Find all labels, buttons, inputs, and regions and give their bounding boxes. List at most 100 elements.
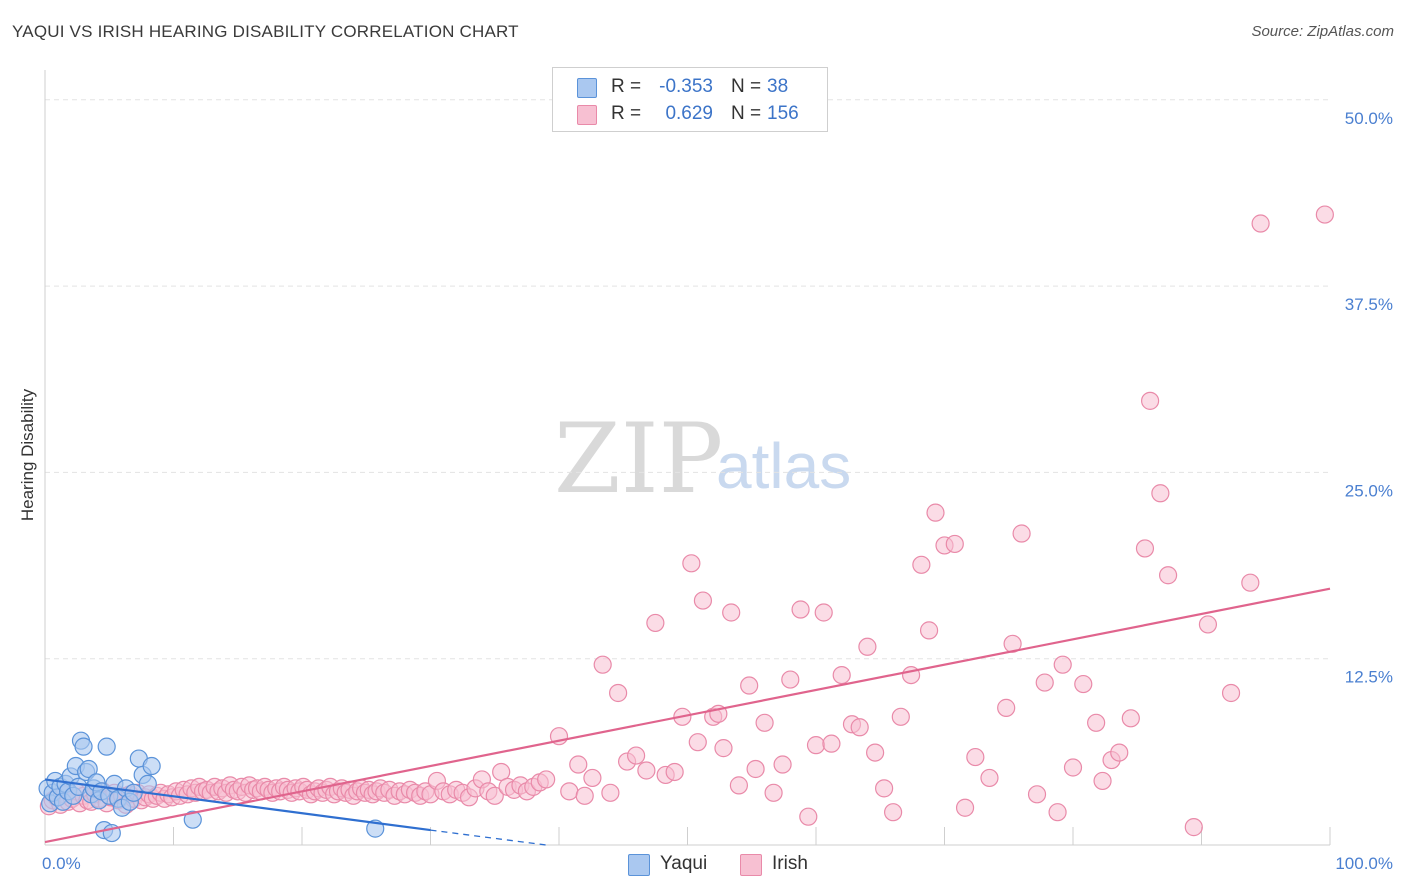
irish-point xyxy=(919,621,939,640)
irish-point xyxy=(729,776,749,795)
n-label: N = xyxy=(731,76,762,97)
irish-point xyxy=(537,770,556,789)
irish-point xyxy=(485,786,504,805)
yaqui-point xyxy=(138,774,157,793)
irish-point xyxy=(637,761,656,780)
chart-source: Source: ZipAtlas.com xyxy=(1251,23,1394,40)
irish-point xyxy=(955,798,975,817)
irish-point xyxy=(1063,758,1083,777)
yaqui-trend-line xyxy=(44,778,431,832)
x-tick-label: 0.0% xyxy=(42,854,81,873)
irish-point xyxy=(1053,655,1072,674)
chart-title: YAQUI VS IRISH HEARING DISABILITY CORREL… xyxy=(12,22,519,41)
irish-point xyxy=(1074,674,1093,694)
irish-point xyxy=(822,734,841,753)
irish-point xyxy=(866,743,885,762)
irish-point xyxy=(1151,484,1170,503)
y-tick-label: 50.0% xyxy=(1345,109,1393,128)
irish-point xyxy=(1184,818,1203,837)
irish-point xyxy=(1140,391,1160,410)
grid-lines xyxy=(45,99,1330,660)
r-label: R = xyxy=(611,76,642,97)
irish-point xyxy=(912,555,931,574)
irish-point xyxy=(926,503,945,522)
irish-point xyxy=(1093,771,1112,791)
n-label: N = xyxy=(731,103,762,124)
r-label: R = xyxy=(611,103,642,124)
irish-point xyxy=(1241,573,1260,592)
irish-point xyxy=(626,746,646,765)
yaqui-legend-swatch xyxy=(628,854,650,876)
yaqui-point xyxy=(74,737,93,756)
irish-point xyxy=(1035,673,1054,692)
irish-point xyxy=(1135,539,1155,558)
irish-point xyxy=(601,783,620,802)
legend-label-yaqui: Yaqui xyxy=(660,853,708,874)
r-value: -0.353 xyxy=(659,76,713,97)
irish-point xyxy=(966,747,985,767)
irish-point xyxy=(714,739,733,758)
stats-box: R = -0.353 N = 38 R = 0.629 N = 156 xyxy=(552,67,828,132)
irish-point xyxy=(850,718,869,737)
irish-point xyxy=(1027,785,1047,804)
irish-point xyxy=(583,768,602,788)
irish-point xyxy=(688,733,707,752)
irish-point xyxy=(1121,709,1140,728)
irish-point xyxy=(1087,713,1106,732)
n-value: 38 xyxy=(767,76,789,97)
irish-point xyxy=(665,762,684,782)
irish-point xyxy=(609,683,628,703)
irish-legend-swatch xyxy=(740,854,762,876)
irish-point xyxy=(569,755,588,774)
yaqui-point xyxy=(97,737,116,756)
irish-point xyxy=(1048,803,1067,822)
y-axis-label: Hearing Disability xyxy=(18,388,37,521)
stats-row-yaqui: R = -0.353 N = 38 xyxy=(553,75,827,101)
irish-point xyxy=(593,655,612,674)
irish-point xyxy=(883,803,903,822)
yaqui-swatch xyxy=(577,78,597,98)
irish-point xyxy=(575,786,594,805)
irish-point xyxy=(945,534,964,554)
irish-point xyxy=(1315,205,1334,224)
irish-point xyxy=(693,591,713,610)
irish-point xyxy=(1158,566,1178,585)
tick-labels: 12.5% 25.0% 37.5% 50.0% 0.0% 100.0% xyxy=(42,109,1393,873)
irish-point xyxy=(1251,214,1270,233)
yaqui-point xyxy=(183,810,202,829)
irish-point xyxy=(791,600,810,619)
yaqui-point xyxy=(79,759,98,779)
yaqui-trend-extension xyxy=(430,829,547,846)
irish-point xyxy=(722,603,741,622)
irish-swatch xyxy=(577,105,597,125)
stats-row-irish: R = 0.629 N = 156 xyxy=(553,102,827,128)
y-tick-label: 37.5% xyxy=(1345,295,1393,314)
irish-points xyxy=(39,205,1334,837)
irish-point xyxy=(1221,683,1241,703)
irish-point xyxy=(755,713,774,732)
irish-point xyxy=(646,613,665,633)
irish-point xyxy=(891,707,910,726)
y-tick-label: 12.5% xyxy=(1345,668,1393,687)
x-tick-label: 100.0% xyxy=(1335,854,1393,873)
irish-point xyxy=(799,807,818,826)
irish-point xyxy=(832,665,851,685)
y-tick-label: 25.0% xyxy=(1345,481,1393,500)
irish-point xyxy=(858,637,877,656)
irish-point xyxy=(1198,615,1218,634)
irish-point xyxy=(875,779,894,798)
irish-point xyxy=(560,782,579,801)
irish-point xyxy=(814,603,833,622)
trend-lines xyxy=(44,587,1331,846)
watermark-zip: ZIP xyxy=(554,403,723,515)
irish-point xyxy=(773,755,792,774)
irish-point xyxy=(746,759,765,779)
irish-point xyxy=(1012,524,1031,543)
irish-point xyxy=(740,676,759,695)
irish-point xyxy=(806,736,826,755)
irish-point xyxy=(997,698,1016,717)
irish-trend-line xyxy=(44,587,1331,844)
legend: Yaqui Irish xyxy=(0,852,1406,878)
yaqui-point xyxy=(142,756,161,776)
irish-point xyxy=(682,554,701,573)
